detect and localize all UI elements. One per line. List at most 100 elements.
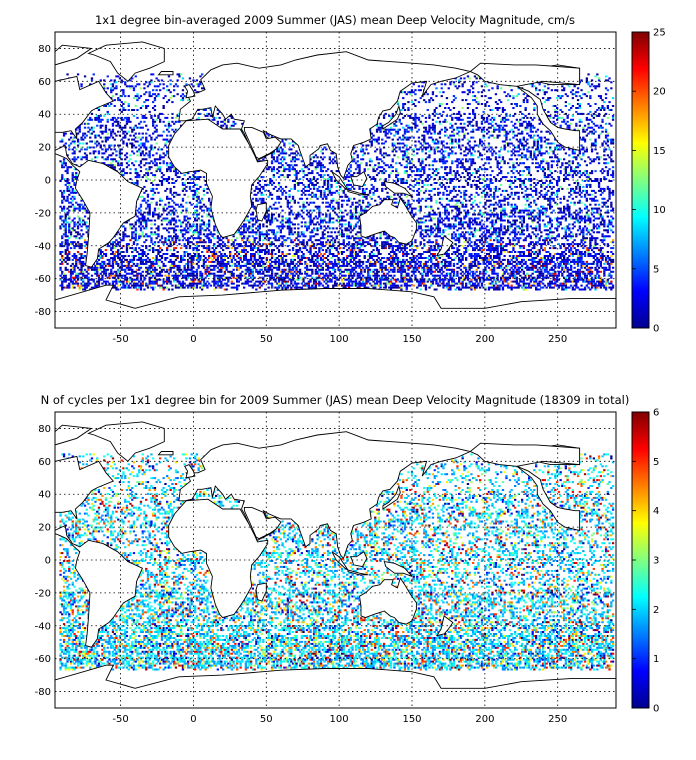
data-bin (580, 266, 583, 269)
data-bin (75, 260, 78, 263)
data-bin (75, 243, 78, 246)
data-bin (255, 251, 258, 253)
data-bin (529, 235, 532, 238)
data-bin (201, 274, 204, 277)
data-bin (246, 266, 249, 269)
data-bin (379, 237, 382, 240)
data-bin (82, 262, 85, 265)
data-bin (529, 268, 532, 271)
data-bin (174, 284, 178, 287)
data-bin (64, 239, 67, 242)
data-bin (61, 284, 64, 287)
data-bin (239, 251, 242, 253)
data-bin (440, 268, 443, 271)
data-bin (124, 227, 127, 230)
data-bin (424, 229, 428, 232)
data-bin (239, 243, 242, 246)
data-bin (248, 260, 251, 263)
data-bin (445, 268, 449, 271)
data-bin (578, 272, 581, 275)
data-bin (173, 276, 176, 279)
data-bin (258, 268, 261, 271)
data-bin (267, 274, 270, 277)
data-bin (206, 286, 209, 289)
data-bin (73, 286, 76, 289)
data-bin (444, 264, 447, 267)
data-bin (223, 264, 226, 267)
data-bin (185, 231, 188, 234)
data-bin (216, 231, 219, 234)
data-bin (218, 276, 221, 279)
data-bin (117, 262, 120, 265)
data-bin (494, 276, 498, 279)
data-bin (402, 247, 405, 250)
data-bin (284, 280, 288, 283)
data-bin (204, 260, 207, 263)
data-bin (508, 251, 512, 253)
data-bin (216, 266, 219, 269)
data-bin (563, 235, 566, 238)
data-bin (239, 276, 242, 279)
data-bin (484, 255, 487, 257)
data-bin (246, 235, 249, 238)
data-bin (524, 286, 527, 289)
data-bin (597, 270, 601, 273)
data-bin (236, 286, 239, 289)
data-bin (557, 266, 560, 269)
data-bin (454, 257, 457, 259)
data-bin (452, 243, 456, 246)
data-bin (489, 227, 492, 230)
data-bin (514, 229, 517, 232)
data-bin (220, 274, 223, 277)
data-bin (190, 270, 193, 273)
data-bin (403, 249, 407, 252)
data-bin (153, 262, 157, 265)
data-bin (589, 253, 592, 255)
data-bin (117, 255, 120, 257)
data-bin (430, 231, 433, 234)
data-bin (234, 253, 237, 255)
data-bin (99, 262, 102, 265)
data-bin (286, 272, 289, 275)
data-bin (365, 286, 368, 289)
data-bin (363, 245, 366, 248)
data-bin (356, 274, 359, 277)
data-bin (528, 276, 531, 279)
data-bin (325, 282, 328, 285)
data-bin (417, 280, 421, 283)
data-bin (267, 229, 270, 232)
data-bin (353, 262, 356, 265)
data-bin (218, 262, 221, 265)
data-bin (508, 227, 512, 230)
data-bin (381, 274, 384, 277)
data-bin (145, 255, 148, 257)
data-bin (229, 272, 232, 275)
data-bin (519, 237, 522, 240)
data-bin (603, 266, 606, 269)
data-bin (421, 233, 424, 236)
data-bin (361, 274, 365, 277)
data-bin (351, 251, 354, 253)
data-bin (396, 270, 400, 273)
data-bin (389, 280, 393, 283)
data-bin (236, 288, 239, 291)
data-bin (461, 278, 464, 281)
data-bin (512, 268, 515, 271)
data-bin (274, 253, 277, 255)
data-bin (435, 239, 438, 242)
data-bin (309, 245, 312, 248)
data-bin (461, 280, 464, 283)
data-bin (423, 235, 426, 238)
data-bin (206, 280, 209, 283)
data-bin (521, 229, 524, 232)
data-bin (561, 284, 564, 287)
data-bin (363, 241, 366, 244)
data-bin (332, 276, 335, 279)
data-bin (183, 253, 186, 255)
data-bin (153, 233, 157, 236)
data-bin (173, 270, 176, 273)
data-bin (395, 241, 398, 244)
data-bin (69, 227, 73, 230)
data-bin (354, 245, 358, 248)
data-bin (103, 266, 106, 269)
